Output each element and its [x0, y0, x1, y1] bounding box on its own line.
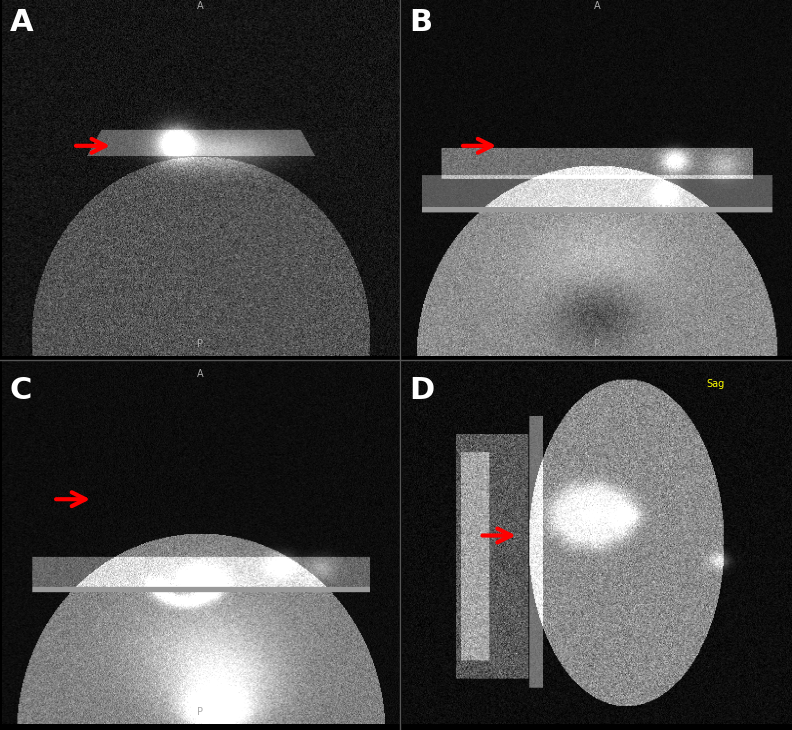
- Text: C: C: [10, 376, 32, 405]
- Text: P: P: [594, 339, 600, 349]
- Text: A: A: [197, 1, 204, 11]
- Text: D: D: [409, 376, 435, 405]
- Text: P: P: [197, 707, 204, 717]
- Text: A: A: [197, 369, 204, 379]
- Text: Sag: Sag: [706, 380, 725, 390]
- Text: A: A: [10, 8, 33, 37]
- Text: P: P: [197, 339, 204, 349]
- Text: B: B: [409, 8, 432, 37]
- Text: A: A: [593, 1, 600, 11]
